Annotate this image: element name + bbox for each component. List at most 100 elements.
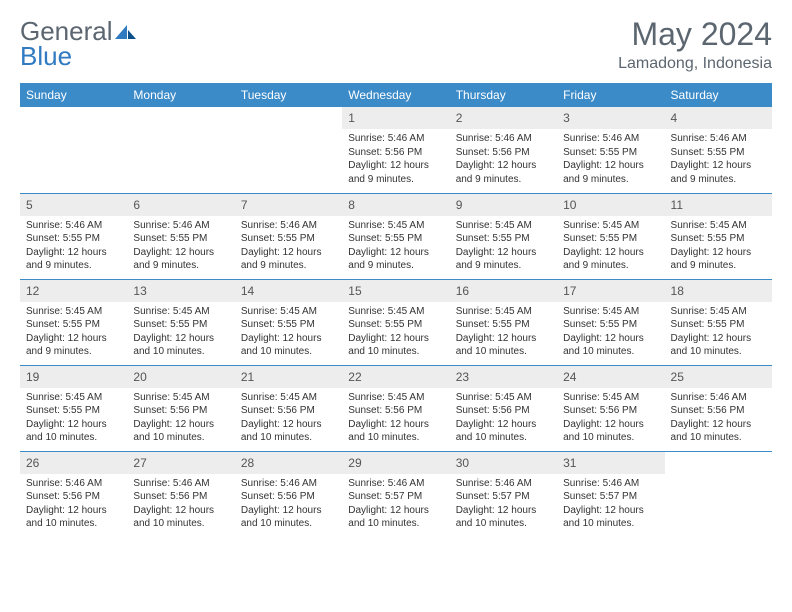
calendar: Sunday Monday Tuesday Wednesday Thursday…	[20, 83, 772, 537]
sunrise-text: Sunrise: 5:46 AM	[456, 132, 551, 146]
weekday-header: Monday	[127, 83, 234, 107]
day-details: Sunrise: 5:45 AMSunset: 5:55 PMDaylight:…	[450, 302, 557, 362]
calendar-cell: 5Sunrise: 5:46 AMSunset: 5:55 PMDaylight…	[20, 193, 127, 279]
sunset-text: Sunset: 5:55 PM	[348, 232, 443, 246]
sunset-text: Sunset: 5:55 PM	[671, 232, 766, 246]
weekday-row: Sunday Monday Tuesday Wednesday Thursday…	[20, 83, 772, 107]
sunset-text: Sunset: 5:55 PM	[133, 232, 228, 246]
calendar-cell: 11Sunrise: 5:45 AMSunset: 5:55 PMDayligh…	[665, 193, 772, 279]
day-number: 22	[342, 366, 449, 388]
calendar-cell: 20Sunrise: 5:45 AMSunset: 5:56 PMDayligh…	[127, 365, 234, 451]
day-number: 16	[450, 280, 557, 302]
day-number: 9	[450, 194, 557, 216]
day-details: Sunrise: 5:45 AMSunset: 5:56 PMDaylight:…	[557, 388, 664, 448]
sunrise-text: Sunrise: 5:45 AM	[456, 219, 551, 233]
sunset-text: Sunset: 5:55 PM	[26, 232, 121, 246]
daylight-text: Daylight: 12 hours and 9 minutes.	[133, 246, 228, 273]
calendar-cell: 22Sunrise: 5:45 AMSunset: 5:56 PMDayligh…	[342, 365, 449, 451]
sunrise-text: Sunrise: 5:45 AM	[563, 391, 658, 405]
sunset-text: Sunset: 5:55 PM	[241, 318, 336, 332]
sunrise-text: Sunrise: 5:45 AM	[133, 305, 228, 319]
day-details: Sunrise: 5:45 AMSunset: 5:56 PMDaylight:…	[127, 388, 234, 448]
sunset-text: Sunset: 5:55 PM	[26, 404, 121, 418]
sunrise-text: Sunrise: 5:45 AM	[133, 391, 228, 405]
day-details: Sunrise: 5:45 AMSunset: 5:55 PMDaylight:…	[665, 302, 772, 362]
sunset-text: Sunset: 5:55 PM	[456, 232, 551, 246]
calendar-cell: 19Sunrise: 5:45 AMSunset: 5:55 PMDayligh…	[20, 365, 127, 451]
day-number: 31	[557, 452, 664, 474]
sunset-text: Sunset: 5:55 PM	[133, 318, 228, 332]
day-number: 4	[665, 107, 772, 129]
daylight-text: Daylight: 12 hours and 9 minutes.	[26, 332, 121, 359]
calendar-cell: ..	[20, 107, 127, 193]
sunset-text: Sunset: 5:55 PM	[563, 232, 658, 246]
day-details: Sunrise: 5:46 AMSunset: 5:56 PMDaylight:…	[665, 388, 772, 448]
sunrise-text: Sunrise: 5:46 AM	[241, 219, 336, 233]
daylight-text: Daylight: 12 hours and 9 minutes.	[563, 246, 658, 273]
logo-sail-icon	[115, 16, 137, 47]
daylight-text: Daylight: 12 hours and 10 minutes.	[456, 504, 551, 531]
calendar-cell: 1Sunrise: 5:46 AMSunset: 5:56 PMDaylight…	[342, 107, 449, 193]
sunset-text: Sunset: 5:55 PM	[671, 146, 766, 160]
calendar-cell: 12Sunrise: 5:45 AMSunset: 5:55 PMDayligh…	[20, 279, 127, 365]
sunrise-text: Sunrise: 5:45 AM	[563, 219, 658, 233]
calendar-week: 12Sunrise: 5:45 AMSunset: 5:55 PMDayligh…	[20, 279, 772, 365]
calendar-cell: 30Sunrise: 5:46 AMSunset: 5:57 PMDayligh…	[450, 451, 557, 537]
day-details: Sunrise: 5:46 AMSunset: 5:56 PMDaylight:…	[450, 129, 557, 189]
daylight-text: Daylight: 12 hours and 9 minutes.	[671, 159, 766, 186]
sunrise-text: Sunrise: 5:45 AM	[26, 391, 121, 405]
day-number: 14	[235, 280, 342, 302]
day-number: 29	[342, 452, 449, 474]
day-details: Sunrise: 5:46 AMSunset: 5:56 PMDaylight:…	[235, 474, 342, 534]
daylight-text: Daylight: 12 hours and 10 minutes.	[563, 332, 658, 359]
calendar-cell: 7Sunrise: 5:46 AMSunset: 5:55 PMDaylight…	[235, 193, 342, 279]
sunset-text: Sunset: 5:55 PM	[456, 318, 551, 332]
sunset-text: Sunset: 5:56 PM	[133, 404, 228, 418]
sunset-text: Sunset: 5:56 PM	[456, 146, 551, 160]
sunset-text: Sunset: 5:57 PM	[563, 490, 658, 504]
day-number: 5	[20, 194, 127, 216]
day-number: 23	[450, 366, 557, 388]
day-number: 28	[235, 452, 342, 474]
sunrise-text: Sunrise: 5:45 AM	[348, 305, 443, 319]
sunrise-text: Sunrise: 5:45 AM	[241, 305, 336, 319]
daylight-text: Daylight: 12 hours and 10 minutes.	[456, 332, 551, 359]
sunrise-text: Sunrise: 5:45 AM	[26, 305, 121, 319]
calendar-week: ......1Sunrise: 5:46 AMSunset: 5:56 PMDa…	[20, 107, 772, 193]
daylight-text: Daylight: 12 hours and 10 minutes.	[563, 504, 658, 531]
sunrise-text: Sunrise: 5:46 AM	[241, 477, 336, 491]
sunset-text: Sunset: 5:56 PM	[671, 404, 766, 418]
calendar-cell: ..	[665, 451, 772, 537]
day-number: 13	[127, 280, 234, 302]
daylight-text: Daylight: 12 hours and 10 minutes.	[348, 504, 443, 531]
calendar-cell: 17Sunrise: 5:45 AMSunset: 5:55 PMDayligh…	[557, 279, 664, 365]
daylight-text: Daylight: 12 hours and 9 minutes.	[563, 159, 658, 186]
day-details: Sunrise: 5:45 AMSunset: 5:56 PMDaylight:…	[342, 388, 449, 448]
sunrise-text: Sunrise: 5:45 AM	[456, 305, 551, 319]
sunrise-text: Sunrise: 5:46 AM	[348, 132, 443, 146]
daylight-text: Daylight: 12 hours and 10 minutes.	[241, 504, 336, 531]
day-details: Sunrise: 5:45 AMSunset: 5:55 PMDaylight:…	[235, 302, 342, 362]
sunset-text: Sunset: 5:56 PM	[456, 404, 551, 418]
day-details: Sunrise: 5:46 AMSunset: 5:57 PMDaylight:…	[450, 474, 557, 534]
calendar-cell: 4Sunrise: 5:46 AMSunset: 5:55 PMDaylight…	[665, 107, 772, 193]
sunset-text: Sunset: 5:57 PM	[456, 490, 551, 504]
sunrise-text: Sunrise: 5:46 AM	[563, 132, 658, 146]
calendar-cell: 29Sunrise: 5:46 AMSunset: 5:57 PMDayligh…	[342, 451, 449, 537]
weekday-header: Thursday	[450, 83, 557, 107]
sunrise-text: Sunrise: 5:46 AM	[133, 219, 228, 233]
sunrise-text: Sunrise: 5:45 AM	[671, 219, 766, 233]
day-details: Sunrise: 5:46 AMSunset: 5:57 PMDaylight:…	[557, 474, 664, 534]
day-number: 12	[20, 280, 127, 302]
weekday-header: Friday	[557, 83, 664, 107]
calendar-cell: ..	[235, 107, 342, 193]
daylight-text: Daylight: 12 hours and 9 minutes.	[456, 159, 551, 186]
logo: GeneralBlue	[20, 16, 137, 72]
daylight-text: Daylight: 12 hours and 10 minutes.	[133, 418, 228, 445]
day-number: 7	[235, 194, 342, 216]
daylight-text: Daylight: 12 hours and 9 minutes.	[348, 159, 443, 186]
day-number: 30	[450, 452, 557, 474]
calendar-cell: 2Sunrise: 5:46 AMSunset: 5:56 PMDaylight…	[450, 107, 557, 193]
daylight-text: Daylight: 12 hours and 9 minutes.	[671, 246, 766, 273]
calendar-cell: 3Sunrise: 5:46 AMSunset: 5:55 PMDaylight…	[557, 107, 664, 193]
